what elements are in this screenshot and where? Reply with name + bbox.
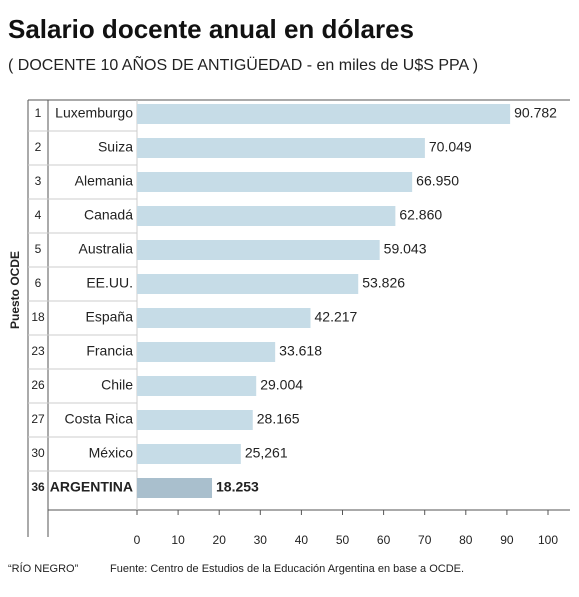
value-label: 59.043: [384, 241, 427, 257]
chart-title: Salario docente anual en dólares: [8, 14, 414, 44]
category-label: Chile: [101, 377, 133, 393]
x-tick-label: 20: [213, 533, 227, 547]
bar: [137, 410, 253, 430]
rank-label: 6: [35, 276, 42, 290]
rank-label: 2: [35, 140, 42, 154]
rank-label: 36: [31, 480, 45, 494]
bar: [137, 172, 413, 192]
value-label: 28.165: [257, 411, 300, 427]
value-label: 70.049: [429, 139, 472, 155]
rank-label: 23: [31, 344, 45, 358]
bar: [137, 138, 425, 158]
x-tick-label: 80: [459, 533, 473, 547]
value-label: 33.618: [279, 343, 322, 359]
rank-label: 4: [35, 208, 42, 222]
value-label: 90.782: [514, 105, 557, 121]
value-label: 29.004: [260, 377, 303, 393]
rank-label: 26: [31, 378, 45, 392]
x-tick-label: 100: [538, 533, 558, 547]
x-tick-label: 10: [171, 533, 185, 547]
category-label: Francia: [86, 343, 133, 359]
category-label: Luxemburgo: [55, 105, 133, 121]
source: Fuente: Centro de Estudios de la Educaci…: [110, 563, 464, 575]
source-left: “RÍO NEGRO”: [8, 562, 79, 575]
bar: [137, 342, 276, 362]
x-tick-label: 30: [254, 533, 268, 547]
x-tick-label: 40: [295, 533, 309, 547]
value-label: 25,261: [245, 445, 288, 461]
category-label: Alemania: [75, 173, 134, 189]
y-axis-label: Puesto OCDE: [8, 251, 22, 329]
bar: [137, 104, 511, 124]
bar: [137, 478, 213, 498]
x-tick-label: 0: [134, 533, 141, 547]
value-label: 53.826: [362, 275, 405, 291]
chart-subtitle: ( DOCENTE 10 AÑOS DE ANTIGÜEDAD - en mil…: [8, 54, 478, 74]
value-label: 66.950: [416, 173, 459, 189]
category-label: Canadá: [84, 207, 133, 223]
rank-label: 30: [31, 446, 45, 460]
category-label: ARGENTINA: [50, 479, 133, 495]
category-label: Australia: [79, 241, 134, 257]
category-label: México: [89, 445, 134, 461]
rank-label: 1: [35, 106, 42, 120]
bar: [137, 274, 359, 294]
bar: [137, 206, 396, 226]
bar: [137, 376, 257, 396]
bar: [137, 444, 241, 464]
rank-label: 5: [35, 242, 42, 256]
x-tick-label: 60: [377, 533, 391, 547]
rank-label: 27: [31, 412, 45, 426]
x-tick-label: 50: [336, 533, 350, 547]
category-label: EE.UU.: [86, 275, 133, 291]
x-tick-label: 90: [500, 533, 514, 547]
category-label: Costa Rica: [65, 411, 134, 427]
value-label: 18.253: [216, 479, 259, 495]
bar: [137, 240, 380, 260]
bar: [137, 308, 311, 328]
value-label: 42.217: [315, 309, 358, 325]
rank-label: 3: [35, 174, 42, 188]
category-label: Suiza: [98, 139, 133, 155]
category-label: España: [86, 309, 134, 325]
x-tick-label: 70: [418, 533, 432, 547]
rank-label: 18: [31, 310, 45, 324]
value-label: 62.860: [399, 207, 442, 223]
